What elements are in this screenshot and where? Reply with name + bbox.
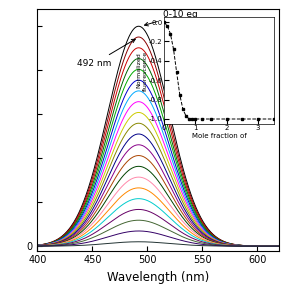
X-axis label: Wavelength (nm): Wavelength (nm) [107,271,210,284]
X-axis label: Mole fraction of: Mole fraction of [192,132,246,139]
Text: 492 nm: 492 nm [77,39,135,68]
Y-axis label: Normalized
fluorescence: Normalized fluorescence [137,50,148,91]
Text: 0-10 eq: 0-10 eq [145,10,198,26]
